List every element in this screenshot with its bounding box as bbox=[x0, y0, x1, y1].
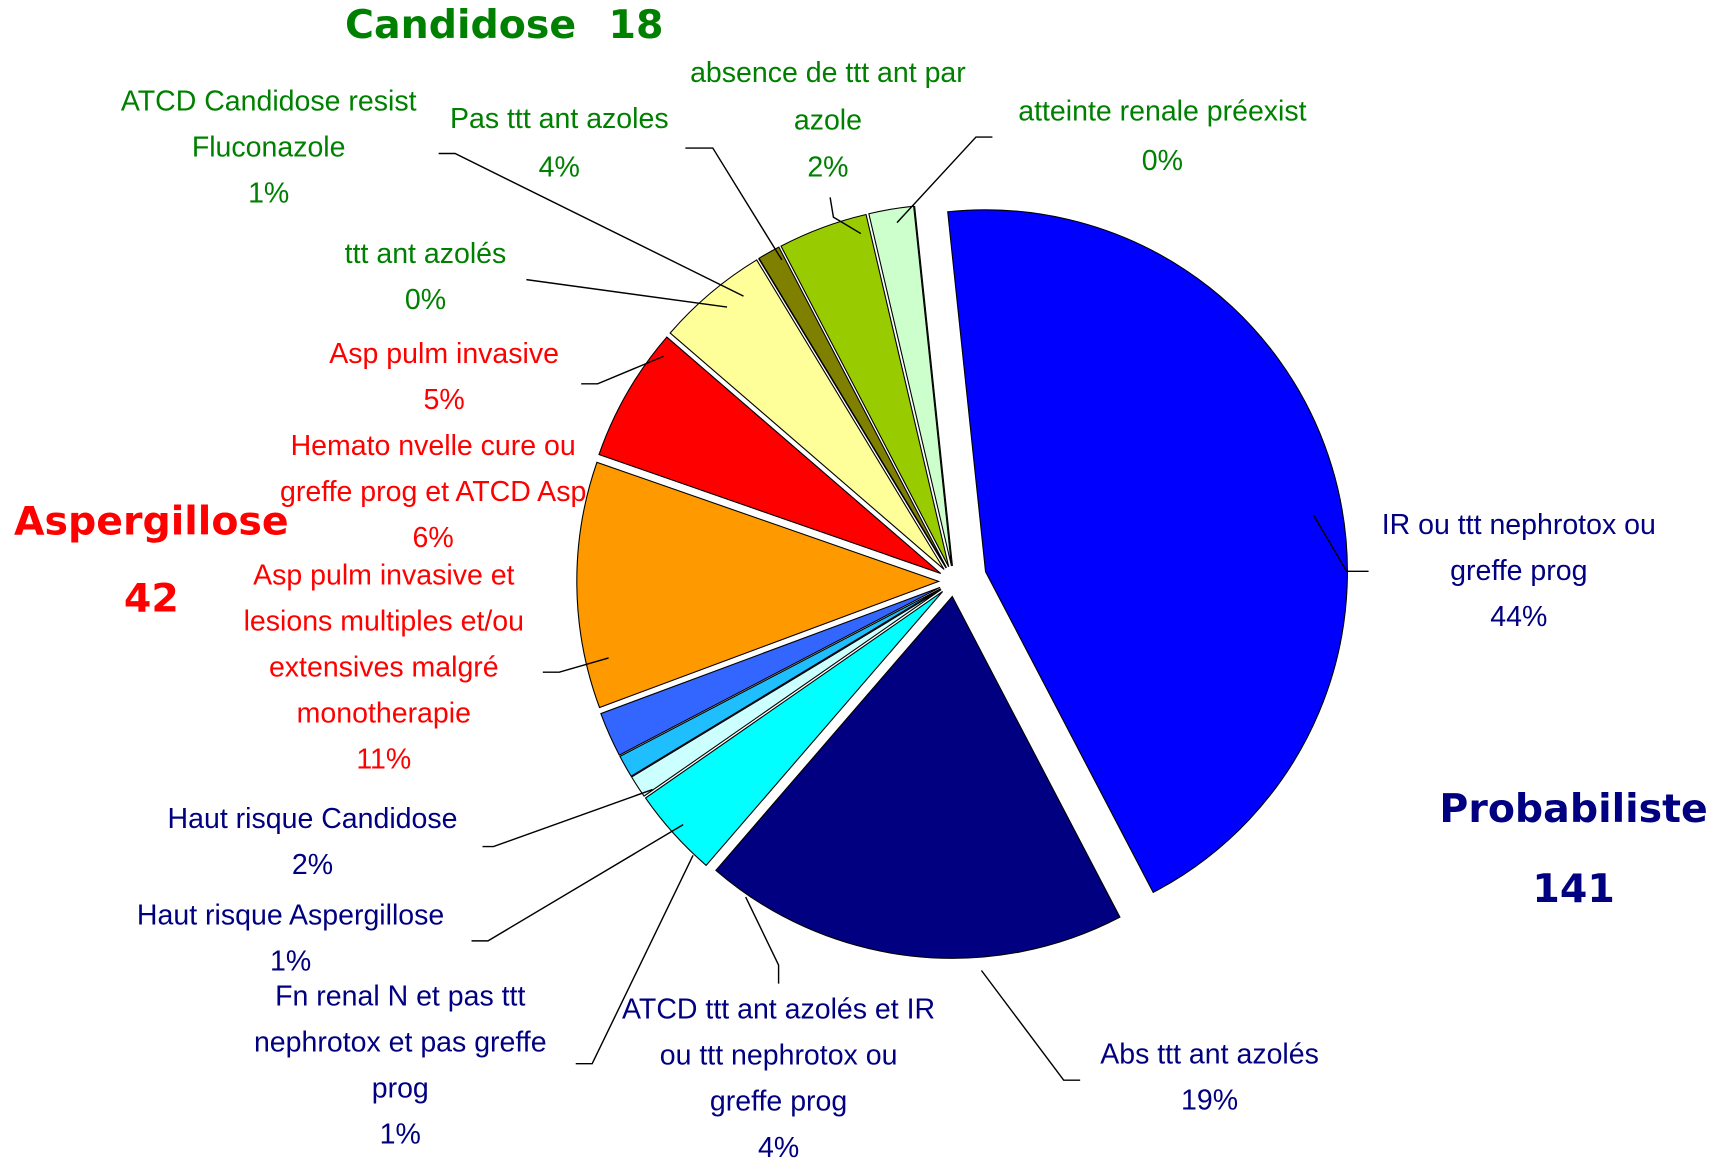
slice-label: prog bbox=[372, 1073, 429, 1105]
slice-value-label: 1% bbox=[248, 178, 289, 210]
slice-label: greffe prog et ATCD Asp bbox=[280, 476, 586, 508]
pie-slice bbox=[780, 213, 950, 568]
slice-label: Fn renal N et pas ttt bbox=[275, 980, 525, 1012]
slice-value-label: 44% bbox=[1490, 601, 1547, 633]
slice-label: ATCD Candidose resist bbox=[121, 86, 417, 118]
slice-value-label: 0% bbox=[405, 284, 446, 316]
plot: IR ou ttt nephrotox ou greffe prog 44% Abs … bbox=[14, 2, 1708, 1161]
slice-label: absence de ttt ant par bbox=[690, 57, 966, 89]
pie-slice bbox=[669, 259, 945, 570]
pie-slice bbox=[758, 246, 947, 569]
group-value: 18 bbox=[609, 2, 664, 48]
leader-line bbox=[542, 657, 609, 673]
slice-label: ou ttt nephrotox ou bbox=[660, 1040, 898, 1072]
group-name: Aspergillose bbox=[14, 499, 289, 545]
slice-label: ttt ant azolés bbox=[345, 238, 507, 270]
slice-label: nephrotox et pas greffe bbox=[254, 1026, 547, 1058]
slice-label: Haut risque Aspergillose bbox=[137, 899, 444, 931]
leader-line bbox=[581, 355, 664, 385]
slice-label: Fluconazole bbox=[192, 132, 346, 164]
leader-line bbox=[526, 278, 728, 308]
leader-line bbox=[1313, 515, 1369, 573]
pie-slice bbox=[715, 595, 1121, 959]
slice-label: extensives malgré bbox=[269, 651, 499, 683]
slice-value-label: 4% bbox=[758, 1132, 799, 1161]
pie-slice bbox=[576, 461, 941, 709]
slice-label: Abs ttt ant azolés bbox=[1100, 1039, 1319, 1071]
leader-line bbox=[471, 824, 684, 942]
slice-value-label: 4% bbox=[539, 151, 580, 183]
slice-label: atteinte renale préexist bbox=[1018, 95, 1306, 127]
leader-line bbox=[896, 136, 993, 224]
slice-value-label: 6% bbox=[413, 522, 454, 554]
slice-label: ATCD ttt ant azolés et IR bbox=[622, 994, 935, 1026]
slice-label: Pas ttt ant azoles bbox=[450, 103, 669, 135]
slice-value-label: 2% bbox=[807, 151, 848, 183]
leader-line bbox=[745, 896, 780, 984]
leader-line bbox=[980, 970, 1081, 1081]
group-name: Probabiliste bbox=[1439, 786, 1707, 832]
slice-label: Asp pulm invasive et bbox=[253, 559, 514, 591]
slice-label: greffe prog bbox=[1450, 555, 1587, 587]
slice-value-label: 2% bbox=[292, 849, 333, 881]
slice-label: greffe prog bbox=[710, 1086, 847, 1118]
leader-line bbox=[685, 147, 783, 261]
slice-label: Asp pulm invasive bbox=[329, 338, 559, 370]
leader-line bbox=[575, 855, 694, 1065]
group-value: 141 bbox=[1532, 866, 1614, 912]
leader-line bbox=[482, 788, 653, 848]
slice-value-label: 1% bbox=[270, 945, 311, 977]
group-value: 42 bbox=[124, 575, 179, 621]
slice-value-label: 11% bbox=[356, 744, 411, 776]
pie-slice bbox=[600, 586, 941, 756]
slice-value-label: 1% bbox=[380, 1119, 421, 1151]
leader-line bbox=[438, 152, 744, 297]
leader-line bbox=[829, 197, 862, 235]
pie-slice bbox=[868, 205, 953, 567]
slice-label: azole bbox=[794, 104, 862, 136]
pie-slice bbox=[644, 591, 944, 867]
slice-value-label: 0% bbox=[1142, 145, 1183, 177]
pie-slice bbox=[598, 336, 942, 575]
pie-slice bbox=[619, 588, 941, 777]
slice-label: monotherapie bbox=[297, 698, 471, 730]
slice-value-label: 19% bbox=[1181, 1085, 1238, 1117]
slice-label: IR ou ttt nephrotox ou bbox=[1382, 509, 1656, 541]
slice-value-label: 5% bbox=[424, 384, 465, 416]
slice-label: lesions multiples et/ou bbox=[244, 605, 524, 637]
slice-label: Haut risque Candidose bbox=[168, 803, 458, 835]
group-name: Candidose bbox=[345, 2, 576, 48]
pie-slice bbox=[630, 589, 942, 797]
pie-slice bbox=[947, 209, 1348, 894]
slice-label: Hemato nvelle cure ou bbox=[291, 430, 576, 462]
